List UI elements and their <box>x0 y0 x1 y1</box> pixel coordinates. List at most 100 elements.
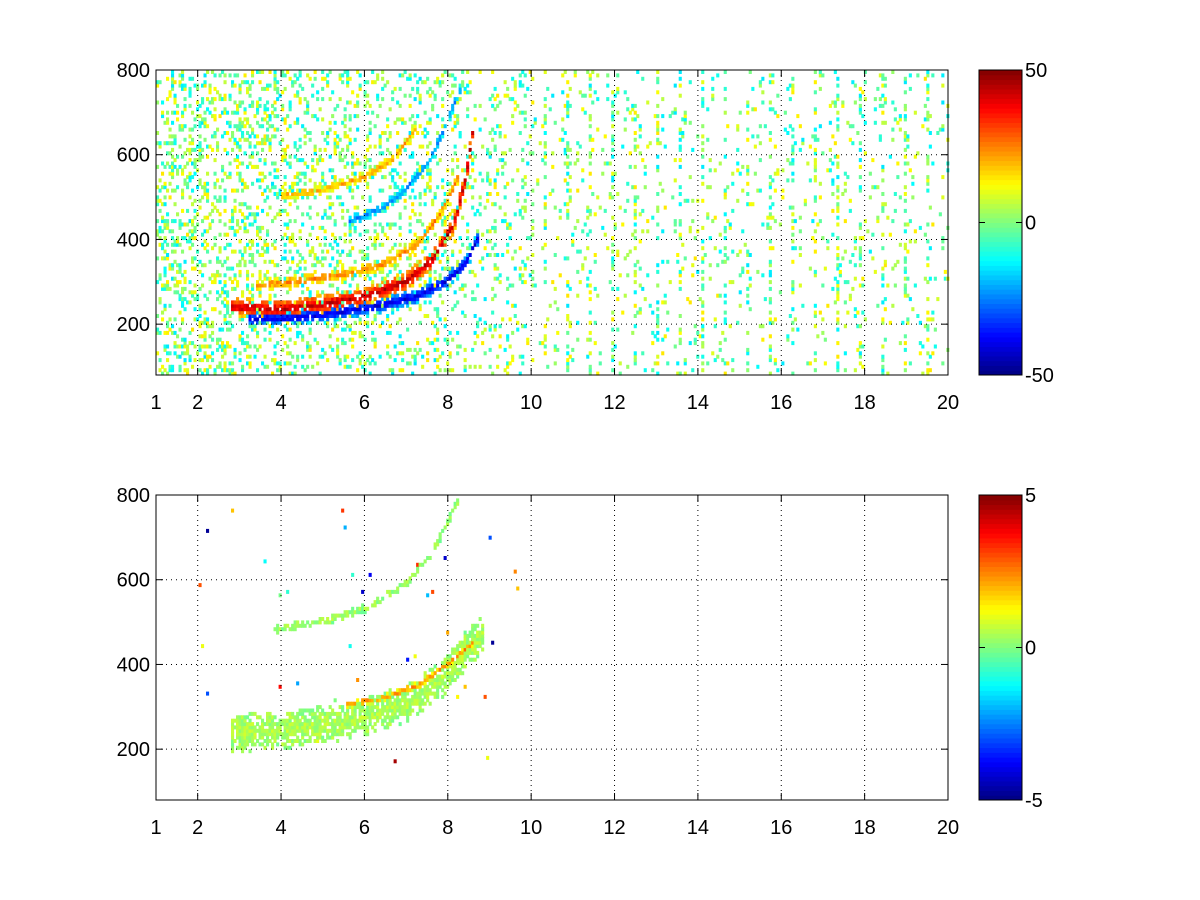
heatmap-cell <box>236 735 240 740</box>
heatmap-cell <box>178 297 182 302</box>
heatmap-cell <box>341 249 345 254</box>
heatmap-cell <box>836 354 840 359</box>
heatmap-cell <box>231 361 235 366</box>
heatmap-cell <box>883 97 887 102</box>
heatmap-cell <box>266 314 270 318</box>
heatmap-cell <box>371 280 375 285</box>
heatmap-cell <box>266 742 270 747</box>
heatmap-cell <box>801 141 805 146</box>
heatmap-cell <box>396 147 400 152</box>
heatmap-cell <box>923 76 927 81</box>
heatmap-cell <box>531 219 535 224</box>
heatmap-cell <box>213 171 217 176</box>
heatmap-cell <box>251 181 255 186</box>
heatmap-cell <box>186 351 190 356</box>
heatmap-cell <box>606 73 610 78</box>
heatmap-cell <box>251 320 255 325</box>
heatmap-cell <box>551 151 555 156</box>
heatmap-cell <box>206 107 210 112</box>
heatmap-cell <box>338 310 342 315</box>
heatmap-cell <box>616 286 620 291</box>
heatmap-cell <box>531 151 535 156</box>
heatmap-cell <box>246 334 250 339</box>
heatmap-cell <box>256 134 260 139</box>
heatmap-cell <box>173 93 177 98</box>
heatmap-cell <box>446 236 450 241</box>
heatmap-cell <box>166 256 170 261</box>
heatmap-cell <box>253 732 257 737</box>
heatmap-cell <box>271 286 275 291</box>
heatmap-cell <box>441 80 445 85</box>
heatmap-cell <box>356 161 360 166</box>
heatmap-cell <box>236 154 240 159</box>
heatmap-cell <box>698 334 702 339</box>
heatmap-cell <box>178 124 182 129</box>
heatmap-cell <box>261 718 265 723</box>
heatmap-cell <box>676 371 680 376</box>
heatmap-cell <box>253 354 257 359</box>
heatmap-cell <box>498 205 502 210</box>
heatmap-cell <box>348 249 352 254</box>
heatmap-cell <box>306 73 310 78</box>
heatmap-cell <box>186 300 190 305</box>
heatmap-cell <box>593 90 597 95</box>
heatmap-cell <box>876 185 880 190</box>
heatmap-cell <box>256 280 260 285</box>
heatmap-cell <box>478 259 482 264</box>
heatmap-cell <box>258 229 262 234</box>
heatmap-cell <box>836 341 840 346</box>
heatmap-cell <box>268 324 272 329</box>
heatmap-cell <box>353 178 357 183</box>
heatmap-cell <box>183 164 187 169</box>
heatmap-cell <box>891 219 895 224</box>
heatmap-cell <box>723 137 727 142</box>
heatmap-cell <box>266 307 270 312</box>
heatmap-cell <box>288 195 292 200</box>
heatmap-cell <box>308 137 312 142</box>
heatmap-cell <box>308 76 312 81</box>
heatmap-cell <box>321 280 325 285</box>
heatmap-cell <box>178 242 182 247</box>
heatmap-cell <box>473 364 477 369</box>
heatmap-cell <box>748 202 752 207</box>
heatmap-cell <box>411 269 415 274</box>
heatmap-cell <box>678 137 682 142</box>
heatmap-cell <box>831 181 835 186</box>
heatmap-cell <box>848 259 852 264</box>
heatmap-cell <box>723 70 727 74</box>
heatmap-cell <box>181 300 185 305</box>
heatmap-cell <box>348 290 352 295</box>
heatmap-cell <box>408 361 412 366</box>
heatmap-cell <box>588 161 592 166</box>
heatmap-cell <box>516 327 520 332</box>
heatmap-cell <box>431 290 435 295</box>
heatmap-cell <box>243 80 247 85</box>
heatmap-cell <box>843 324 847 329</box>
heatmap-cell <box>276 114 280 119</box>
heatmap-cell <box>196 185 200 190</box>
heatmap-cell <box>853 100 857 105</box>
heatmap-cell <box>358 351 362 356</box>
heatmap-cell <box>586 283 590 288</box>
heatmap-cell <box>236 164 240 169</box>
heatmap-cell <box>363 154 367 159</box>
heatmap-cell <box>223 222 227 227</box>
heatmap-cell <box>358 303 362 308</box>
heatmap-cell <box>268 307 272 312</box>
heatmap-cell <box>478 70 482 74</box>
heatmap-cell <box>456 276 460 281</box>
heatmap-cell <box>416 273 420 278</box>
heatmap-cell <box>216 364 220 369</box>
heatmap-cell <box>326 73 330 78</box>
heatmap-cell <box>411 114 415 119</box>
heatmap-cell <box>443 192 447 196</box>
heatmap-cell <box>201 185 205 190</box>
colorbar-segment <box>979 84 1022 90</box>
heatmap-cell <box>941 195 945 200</box>
heatmap-cell <box>588 310 592 315</box>
heatmap-cell <box>406 76 410 81</box>
heatmap-cell <box>753 144 757 149</box>
heatmap-cell <box>918 225 922 230</box>
heatmap-cell <box>388 368 392 373</box>
heatmap-cell <box>308 232 312 237</box>
